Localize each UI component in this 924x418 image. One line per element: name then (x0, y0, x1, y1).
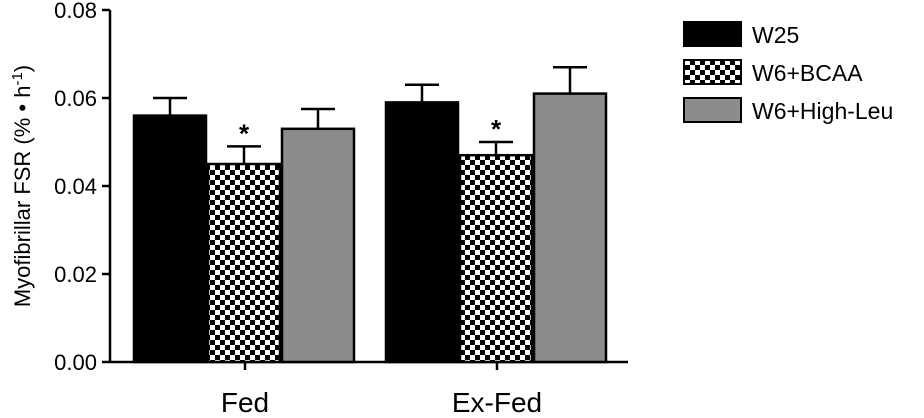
y-tick-label: 0.06 (54, 86, 97, 111)
legend-swatch (683, 59, 742, 85)
x-category-label: Ex-Fed (452, 387, 542, 418)
legend-swatch (683, 21, 742, 47)
bars: * * (132, 65, 608, 364)
legend-swatch (683, 97, 742, 123)
y-tick-label: 0.04 (54, 174, 97, 199)
bar (458, 153, 534, 364)
bar (280, 127, 356, 364)
y-ticks: 0.00 0.02 0.04 0.06 0.08 (54, 0, 110, 375)
y-tick-label: 0.02 (54, 262, 97, 287)
legend: W25 W6+BCAA W6+High-Leu (683, 21, 893, 124)
y-axis-label: Myofibrillar FSR (% • h-1) (9, 65, 35, 307)
y-tick-label: 0.08 (54, 0, 97, 23)
bar (206, 162, 282, 364)
significance-marker: * (491, 114, 502, 144)
bar (132, 114, 208, 364)
legend-label: W6+BCAA (752, 60, 863, 86)
x-category-label: Fed (221, 387, 269, 418)
legend-label: W6+High-Leu (752, 98, 893, 124)
y-tick-label: 0.00 (54, 350, 97, 375)
significance-marker: * (239, 118, 250, 148)
x-category-labels: Fed Ex-Fed (221, 362, 542, 418)
legend-label: W25 (752, 22, 799, 48)
bar (384, 101, 460, 364)
bar (532, 92, 608, 364)
